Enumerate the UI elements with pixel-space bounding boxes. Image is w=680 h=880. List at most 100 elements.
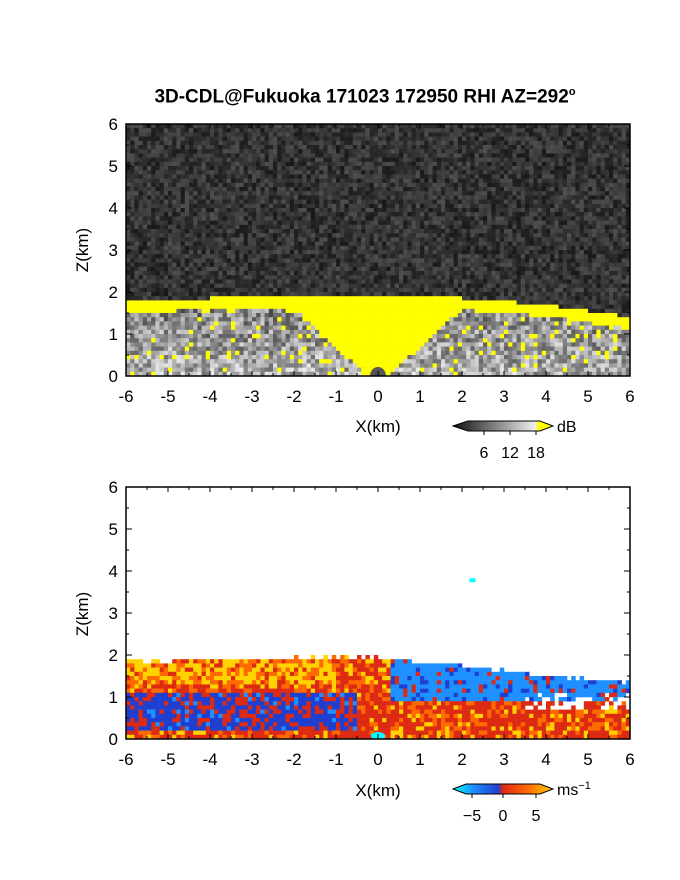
reflectivity-cell [268,208,274,213]
reflectivity-cell [310,266,316,272]
reflectivity-cell [369,224,375,230]
reflectivity-cell [399,241,404,247]
reflectivity-cell [172,254,177,259]
reflectivity-cell [142,317,148,322]
reflectivity-cell [315,174,320,179]
reflectivity-cell [319,132,324,137]
reflectivity-cell [394,292,400,297]
reflectivity-cell [201,212,207,217]
reflectivity-cell [176,153,181,158]
reflectivity-cell [222,317,228,322]
reflectivity-cell [348,161,354,167]
reflectivity-cell [306,275,312,280]
reflectivity-cell [336,140,341,146]
reflectivity-cell [285,317,291,322]
reflectivity-cell [205,308,211,314]
reflectivity-cell [138,128,144,133]
reflectivity-cell [126,350,131,356]
reflectivity-cell [134,317,139,322]
reflectivity-cell [399,199,404,205]
reflectivity-cell [344,355,349,360]
reflectivity-cell [319,371,324,376]
reflectivity-cell [159,153,165,158]
reflectivity-cell [176,292,181,297]
reflectivity-cell [449,371,454,376]
reflectivity-cell [168,241,173,247]
reflectivity-cell [352,367,358,373]
reflectivity-cell [264,359,270,364]
reflectivity-cell [197,321,202,326]
reflectivity-cell [180,342,186,347]
reflectivity-cell [310,292,316,297]
reflectivity-cell [357,258,362,263]
reflectivity-cell [142,170,148,175]
reflectivity-cell [268,241,274,247]
reflectivity-cell [126,153,131,158]
reflectivity-cell [151,166,156,171]
reflectivity-cell [365,241,370,247]
reflectivity-cell [453,350,459,356]
reflectivity-cell [302,237,307,242]
reflectivity-cell [369,149,375,154]
reflectivity-cell [436,203,442,209]
reflectivity-cell [457,229,463,234]
reflectivity-cell [222,367,228,373]
reflectivity-cell [411,229,417,234]
reflectivity-cell [130,216,135,221]
reflectivity-cell [226,174,232,179]
reflectivity-cell [210,237,215,242]
reflectivity-cell [197,187,202,192]
reflectivity-cell [373,245,379,251]
reflectivity-cell [306,292,312,297]
reflectivity-cell [189,174,194,179]
reflectivity-cell [382,124,387,129]
reflectivity-cell [218,241,223,247]
reflectivity-cell [264,153,270,158]
reflectivity-cell [231,153,236,158]
reflectivity-cell [138,350,144,356]
reflectivity-cell [403,266,408,272]
reflectivity-cell [327,342,333,347]
reflectivity-cell [264,308,270,314]
reflectivity-cell [457,296,463,301]
reflectivity-cell [247,338,253,343]
reflectivity-cell [235,208,240,213]
reflectivity-cell [151,308,156,314]
reflectivity-cell [407,136,412,142]
reflectivity-cell [218,283,223,289]
reflectivity-cell [147,262,152,268]
reflectivity-cell [163,157,169,163]
reflectivity-cell [138,342,144,347]
reflectivity-cell [407,229,412,234]
reflectivity-cell [310,342,316,347]
reflectivity-cell [243,157,249,163]
reflectivity-cell [340,334,345,339]
reflectivity-cell [281,334,286,339]
reflectivity-cell [163,241,169,247]
reflectivity-cell [289,321,295,326]
reflectivity-cell [436,124,442,129]
reflectivity-cell [231,346,236,352]
reflectivity-cell [399,203,404,209]
reflectivity-cell [163,283,169,289]
reflectivity-cell [420,216,425,221]
reflectivity-cell [310,237,316,242]
reflectivity-cell [432,237,438,242]
reflectivity-cell [142,304,148,310]
reflectivity-cell [428,132,433,137]
reflectivity-cell [298,367,303,373]
reflectivity-cell [340,208,345,213]
reflectivity-cell [159,254,165,259]
reflectivity-cell [302,174,307,179]
reflectivity-cell [424,233,429,238]
reflectivity-cell [210,132,215,137]
reflectivity-cell [399,346,404,352]
reflectivity-cell [231,363,236,368]
reflectivity-cell [184,355,190,360]
reflectivity-cell [294,338,299,343]
reflectivity-cell [134,262,139,268]
reflectivity-cell [348,195,354,200]
reflectivity-cell [340,153,345,158]
reflectivity-cell [436,216,442,221]
reflectivity-cell [226,182,232,188]
